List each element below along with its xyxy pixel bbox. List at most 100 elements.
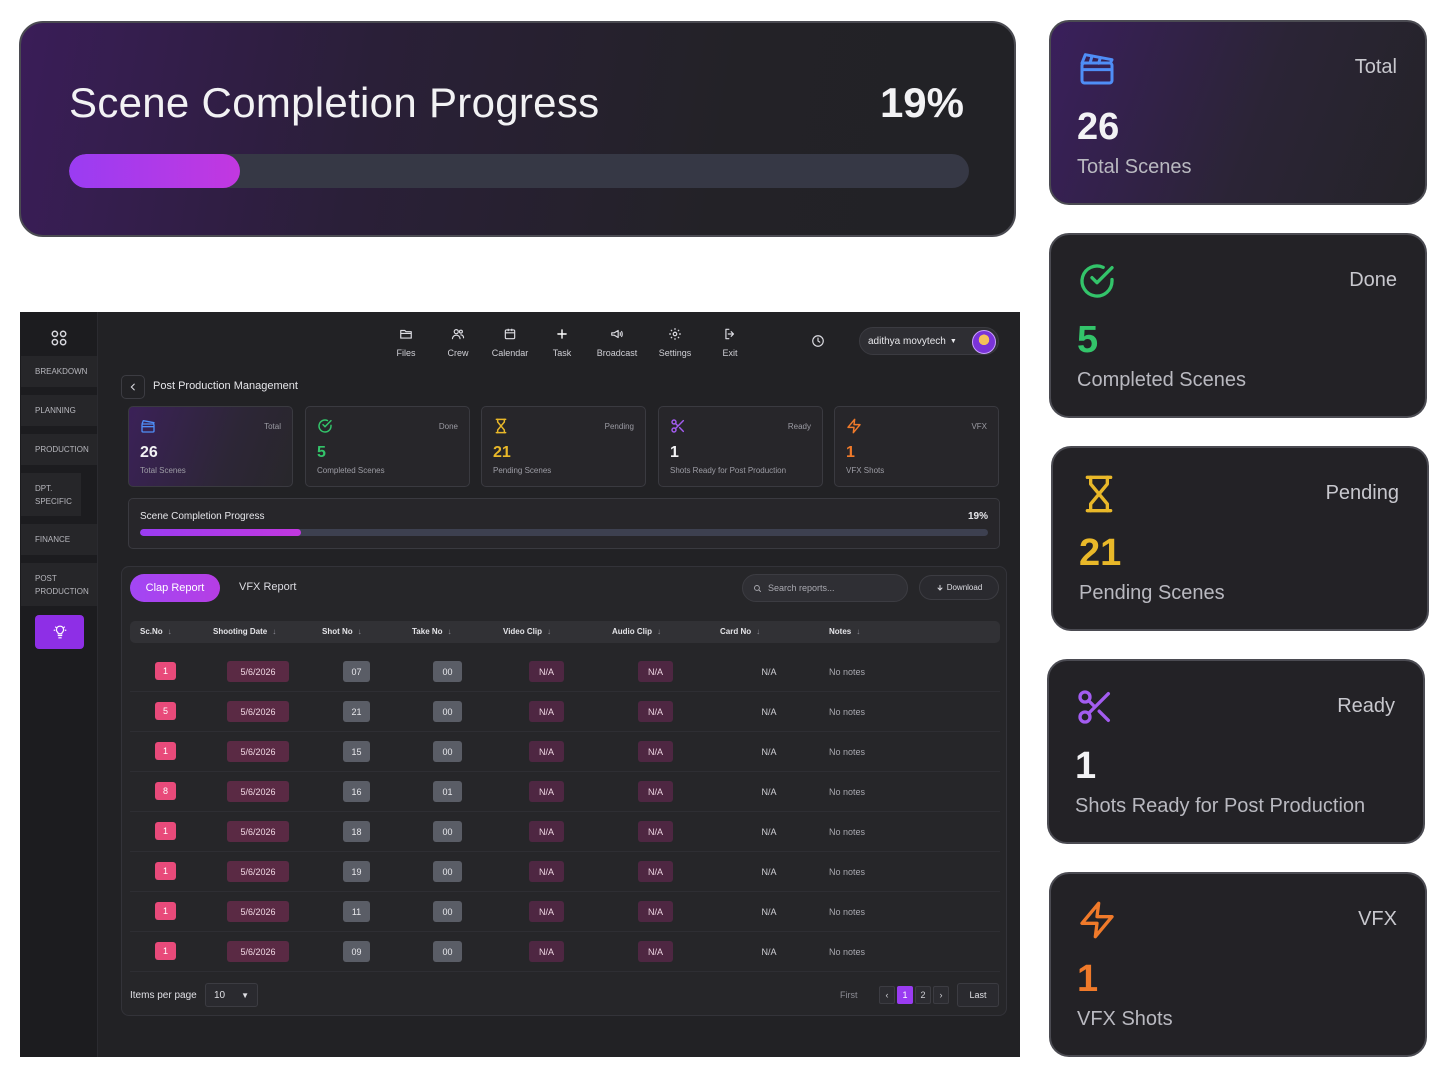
shot-no-cell: 11 <box>343 901 370 922</box>
sidebar-item-planning[interactable]: PLANNING <box>21 395 97 426</box>
column-header-audio-clip[interactable]: Audio Clip ↓ <box>612 627 661 636</box>
check-circle-icon <box>1080 264 1114 298</box>
check-circle-icon <box>318 419 332 433</box>
audio-clip-cell[interactable]: N/A <box>638 741 673 762</box>
avatar[interactable] <box>972 330 996 354</box>
video-clip-cell[interactable]: N/A <box>529 741 564 762</box>
video-clip-cell[interactable]: N/A <box>529 861 564 882</box>
pagination-page-1[interactable]: 1 <box>897 986 913 1004</box>
sidebar-item-dpt-specific[interactable]: DPT. SPECIFIC <box>21 473 81 516</box>
card-no-cell: N/A <box>761 786 777 797</box>
card-value: 1 <box>846 444 855 461</box>
tab-clap-report[interactable]: Clap Report <box>130 574 220 602</box>
audio-clip-cell[interactable]: N/A <box>638 821 673 842</box>
nav-exit[interactable]: Exit <box>704 327 756 358</box>
scissors-icon <box>671 419 685 433</box>
audio-clip-cell[interactable]: N/A <box>638 941 673 962</box>
clock-icon[interactable] <box>811 334 825 348</box>
nav-crew[interactable]: Crew <box>432 327 484 358</box>
tab-vfx-report[interactable]: VFX Report <box>239 581 297 593</box>
chevron-down-icon: ▼ <box>241 990 249 1000</box>
audio-clip-cell[interactable]: N/A <box>638 781 673 802</box>
nav-task[interactable]: Task <box>536 327 588 358</box>
download-label: Download <box>946 583 983 592</box>
card-label: Total Scenes <box>140 466 186 475</box>
column-header-shooting-date[interactable]: Shooting Date ↓ <box>213 627 277 636</box>
video-clip-cell[interactable]: N/A <box>529 701 564 722</box>
column-header-sc-no[interactable]: Sc.No ↓ <box>140 627 172 636</box>
sc-no-cell: 1 <box>155 822 176 840</box>
column-header-take-no[interactable]: Take No ↓ <box>412 627 452 636</box>
card-value: 5 <box>317 444 326 461</box>
pagination-prev[interactable]: ‹ <box>879 986 895 1004</box>
video-clip-cell[interactable]: N/A <box>529 821 564 842</box>
back-button[interactable] <box>121 375 145 399</box>
pagination-page-2[interactable]: 2 <box>915 986 931 1004</box>
column-header-shot-no[interactable]: Shot No ↓ <box>322 627 362 636</box>
card-tag: Total <box>264 422 281 431</box>
sidebar-item-production[interactable]: PRODUCTION <box>21 434 97 465</box>
video-clip-cell[interactable]: N/A <box>529 901 564 922</box>
sc-no-cell: 5 <box>155 702 176 720</box>
card-label: Shots Ready for Post Production <box>1075 795 1366 817</box>
folder-icon <box>400 329 412 339</box>
calendar-icon <box>504 328 516 340</box>
sidebar-item-post-production[interactable]: POST PRODUCTION <box>21 563 97 606</box>
row-divider <box>130 691 1000 692</box>
zoomed-card-ready: Ready 1 Shots Ready for Post Production <box>1047 659 1425 844</box>
table-row[interactable]: 1 5/6/2026 19 00 N/A N/A N/A No notes <box>130 852 1000 892</box>
apps-grid-icon[interactable] <box>50 329 68 347</box>
take-no-cell: 00 <box>433 661 462 682</box>
shooting-date-cell: 5/6/2026 <box>227 701 289 722</box>
column-header-video-clip[interactable]: Video Clip ↓ <box>503 627 551 636</box>
audio-clip-cell[interactable]: N/A <box>638 701 673 722</box>
pagination-next[interactable]: › <box>933 986 949 1004</box>
download-button[interactable]: Download <box>919 575 999 600</box>
table-row[interactable]: 1 5/6/2026 11 00 N/A N/A N/A No notes <box>130 892 1000 932</box>
progress-percent: 19% <box>967 511 988 522</box>
video-clip-cell[interactable]: N/A <box>529 941 564 962</box>
audio-clip-cell[interactable]: N/A <box>638 861 673 882</box>
video-clip-cell[interactable]: N/A <box>529 661 564 682</box>
column-header-card-no[interactable]: Card No ↓ <box>720 627 761 636</box>
table-row[interactable]: 8 5/6/2026 16 01 N/A N/A N/A No notes <box>130 772 1000 812</box>
sidebar-item-finance[interactable]: FINANCE <box>21 524 97 555</box>
sort-arrow-icon: ↓ <box>167 627 172 636</box>
table-row[interactable]: 1 5/6/2026 07 00 N/A N/A N/A No notes <box>130 652 1000 692</box>
nav-settings[interactable]: Settings <box>646 327 704 358</box>
search-input[interactable] <box>768 583 898 593</box>
lightbulb-button[interactable] <box>35 615 84 649</box>
sidebar-item-breakdown[interactable]: BREAKDOWN <box>21 356 97 387</box>
nav-files[interactable]: Files <box>380 327 432 358</box>
shooting-date-cell: 5/6/2026 <box>227 941 289 962</box>
table-row[interactable]: 1 5/6/2026 18 00 N/A N/A N/A No notes <box>130 812 1000 852</box>
pagination-last[interactable]: Last <box>957 983 999 1007</box>
items-per-page-select[interactable]: 10 ▼ <box>205 983 258 1007</box>
audio-clip-cell[interactable]: N/A <box>638 901 673 922</box>
shot-no-cell: 19 <box>343 861 370 882</box>
sort-arrow-icon: ↓ <box>756 627 761 636</box>
table-row[interactable]: 1 5/6/2026 15 00 N/A N/A N/A No notes <box>130 732 1000 772</box>
column-header-notes[interactable]: Notes ↓ <box>829 627 861 636</box>
card-value: 1 <box>670 444 679 461</box>
table-row[interactable]: 5 5/6/2026 21 00 N/A N/A N/A No notes <box>130 692 1000 732</box>
audio-clip-cell[interactable]: N/A <box>638 661 673 682</box>
sort-arrow-icon: ↓ <box>272 627 277 636</box>
nav-broadcast[interactable]: Broadcast <box>588 327 646 358</box>
user-menu[interactable]: adithya movytech ▼ <box>859 327 999 355</box>
card-label: VFX Shots <box>846 466 885 475</box>
nav-label: Exit <box>722 348 738 358</box>
shooting-date-cell: 5/6/2026 <box>227 901 289 922</box>
pagination-first[interactable]: First <box>840 990 858 1000</box>
nav-calendar[interactable]: Calendar <box>484 327 536 358</box>
search-box[interactable] <box>742 574 908 602</box>
take-no-cell: 00 <box>433 861 462 882</box>
report-panel: Clap Report VFX Report Download Sc.No↓ S… <box>121 566 1007 1016</box>
card-tag: Pending <box>1325 482 1399 504</box>
video-clip-cell[interactable]: N/A <box>529 781 564 802</box>
clapperboard-icon <box>141 420 155 433</box>
card-no-cell: N/A <box>761 746 777 757</box>
card-tag: Total <box>1354 56 1397 78</box>
table-row[interactable]: 1 5/6/2026 09 00 N/A N/A N/A No notes <box>130 932 1000 972</box>
zoomed-card-vfx: VFX 1 VFX Shots <box>1049 872 1427 1057</box>
